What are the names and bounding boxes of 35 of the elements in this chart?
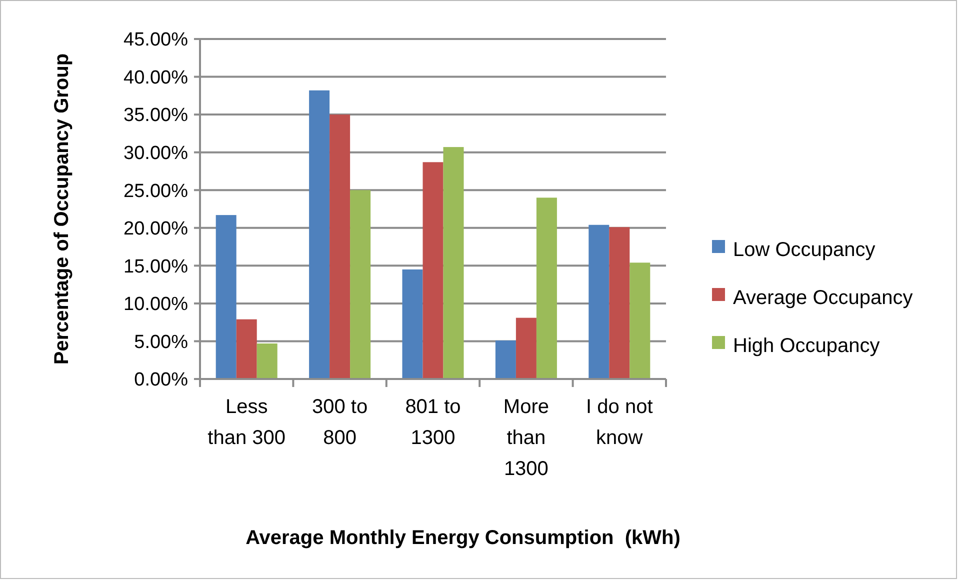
y-tick-label: 40.00%: [124, 67, 188, 88]
bar: [516, 318, 536, 379]
legend-label: Average Occupancy: [733, 287, 913, 309]
bar: [588, 224, 610, 379]
bar: [236, 319, 257, 379]
bar: [350, 190, 371, 379]
x-tick-label: Less than 300: [208, 396, 286, 449]
bar: [402, 269, 423, 379]
y-tick-label: 20.00%: [124, 218, 188, 240]
y-tick-label: 5.00%: [134, 332, 188, 353]
bar: [256, 343, 278, 379]
legend-label: High Occupancy: [733, 335, 880, 357]
bar: [630, 262, 650, 379]
bar: [330, 114, 350, 379]
y-tick-label: 0.00%: [134, 370, 188, 391]
legend-label: Low Occupancy: [733, 239, 876, 261]
bar: [443, 147, 464, 379]
bar: [216, 215, 236, 379]
x-tick-label: I do not know: [586, 396, 654, 449]
bar: [422, 162, 444, 379]
x-tick-label: 801 to 1300: [405, 396, 461, 449]
x-tick-label: More than 1300: [503, 396, 549, 480]
bar: [495, 340, 516, 379]
y-axis-title: Percentage of Occupancy Group: [51, 53, 73, 365]
y-tick-label: 35.00%: [124, 105, 188, 126]
x-tick-label: 300 to 800: [312, 396, 368, 449]
x-axis-title: Average Monthly Energy Consumption (kWh): [246, 527, 680, 549]
bar: [536, 198, 557, 379]
y-tick-label: 30.00%: [124, 142, 188, 164]
y-tick-label: 15.00%: [124, 256, 188, 278]
bar: [609, 227, 630, 379]
bar: [309, 90, 330, 379]
y-tick-label: 25.00%: [124, 180, 188, 202]
y-tick-label: 10.00%: [124, 294, 188, 316]
y-tick-label: 45.00%: [124, 30, 188, 51]
